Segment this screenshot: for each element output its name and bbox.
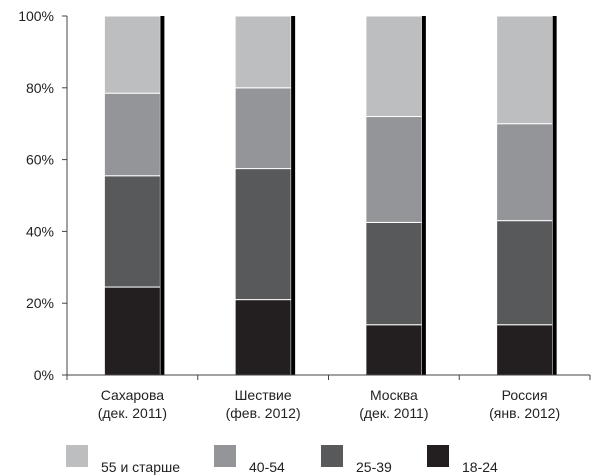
bar-segment-25-39-2 xyxy=(365,221,423,326)
category-label-line: (фев. 2012) xyxy=(226,405,301,421)
category-label-line: (дек. 2011) xyxy=(98,405,167,421)
category-label-1: Шествие (фев. 2012) xyxy=(226,387,301,421)
bar-segment-18-24-0 xyxy=(103,286,161,376)
y-tick-label: 60% xyxy=(26,152,54,168)
bars-layer xyxy=(103,15,557,376)
category-label-line: (дек. 2011) xyxy=(359,405,428,421)
bar-group-0 xyxy=(103,15,165,376)
bar-group-1 xyxy=(234,15,296,376)
category-label-line: Россия xyxy=(502,387,548,403)
legend-item-25-39: 25-39 xyxy=(321,445,392,475)
bar-shadow-2 xyxy=(421,16,426,375)
category-label-line: Москва xyxy=(370,387,418,403)
legend-item-18-24: 18-24 xyxy=(427,445,498,475)
bar-segment-25-39-3 xyxy=(496,220,554,326)
bar-segment-55-и-старше-1 xyxy=(234,15,292,89)
bar-segment-40-54-0 xyxy=(103,92,161,177)
category-label-line: (янв. 2012) xyxy=(489,405,560,421)
y-tick-label: 20% xyxy=(26,295,54,311)
y-tick-label: 100% xyxy=(18,8,54,24)
bar-segment-55-и-старше-0 xyxy=(103,15,161,94)
legend-swatch xyxy=(427,445,449,467)
legend-item-55-и-старше: 55 и старше xyxy=(66,445,180,475)
bar-segment-25-39-1 xyxy=(234,168,292,301)
legend-swatch xyxy=(214,445,236,467)
bar-segment-18-24-3 xyxy=(496,324,554,376)
bar-segment-40-54-2 xyxy=(365,116,423,223)
bar-shadow-1 xyxy=(291,16,296,375)
legend-swatch xyxy=(66,445,88,467)
category-label-line: Шествие xyxy=(235,387,292,403)
bar-group-3 xyxy=(496,15,557,376)
category-label-line: Сахарова xyxy=(101,387,165,403)
y-tick-label: 0% xyxy=(34,367,54,383)
bar-shadow-0 xyxy=(160,16,165,375)
category-label-2: Москва (дек. 2011) xyxy=(359,387,428,421)
legend-label: 40-54 xyxy=(249,459,285,475)
bar-segment-55-и-старше-2 xyxy=(365,15,423,118)
bar-segment-55-и-старше-3 xyxy=(496,15,554,125)
bar-group-2 xyxy=(365,15,426,376)
bar-shadow-3 xyxy=(552,16,557,375)
bar-segment-40-54-1 xyxy=(234,87,292,170)
bar-segment-18-24-1 xyxy=(234,299,292,376)
category-label-3: Россия (янв. 2012) xyxy=(489,387,560,421)
bar-segment-40-54-3 xyxy=(496,123,554,222)
legend-label: 25-39 xyxy=(356,459,392,475)
legend-item-40-54: 40-54 xyxy=(214,445,285,475)
y-tick-label: 40% xyxy=(26,223,54,239)
y-tick-label: 80% xyxy=(26,80,54,96)
category-label-0: Сахарова (дек. 2011) xyxy=(98,387,167,421)
bar-segment-25-39-0 xyxy=(103,175,161,288)
legend-label: 55 и старше xyxy=(101,459,180,475)
legend-label: 18-24 xyxy=(462,459,498,475)
bar-segment-18-24-2 xyxy=(365,324,423,376)
legend: 55 и старше 40-54 25-39 18-24 xyxy=(66,445,498,475)
axis-layer: Сахарова (дек. 2011) Шествие (фев. 2012) Мос… xyxy=(18,8,591,421)
legend-swatch xyxy=(321,445,343,467)
